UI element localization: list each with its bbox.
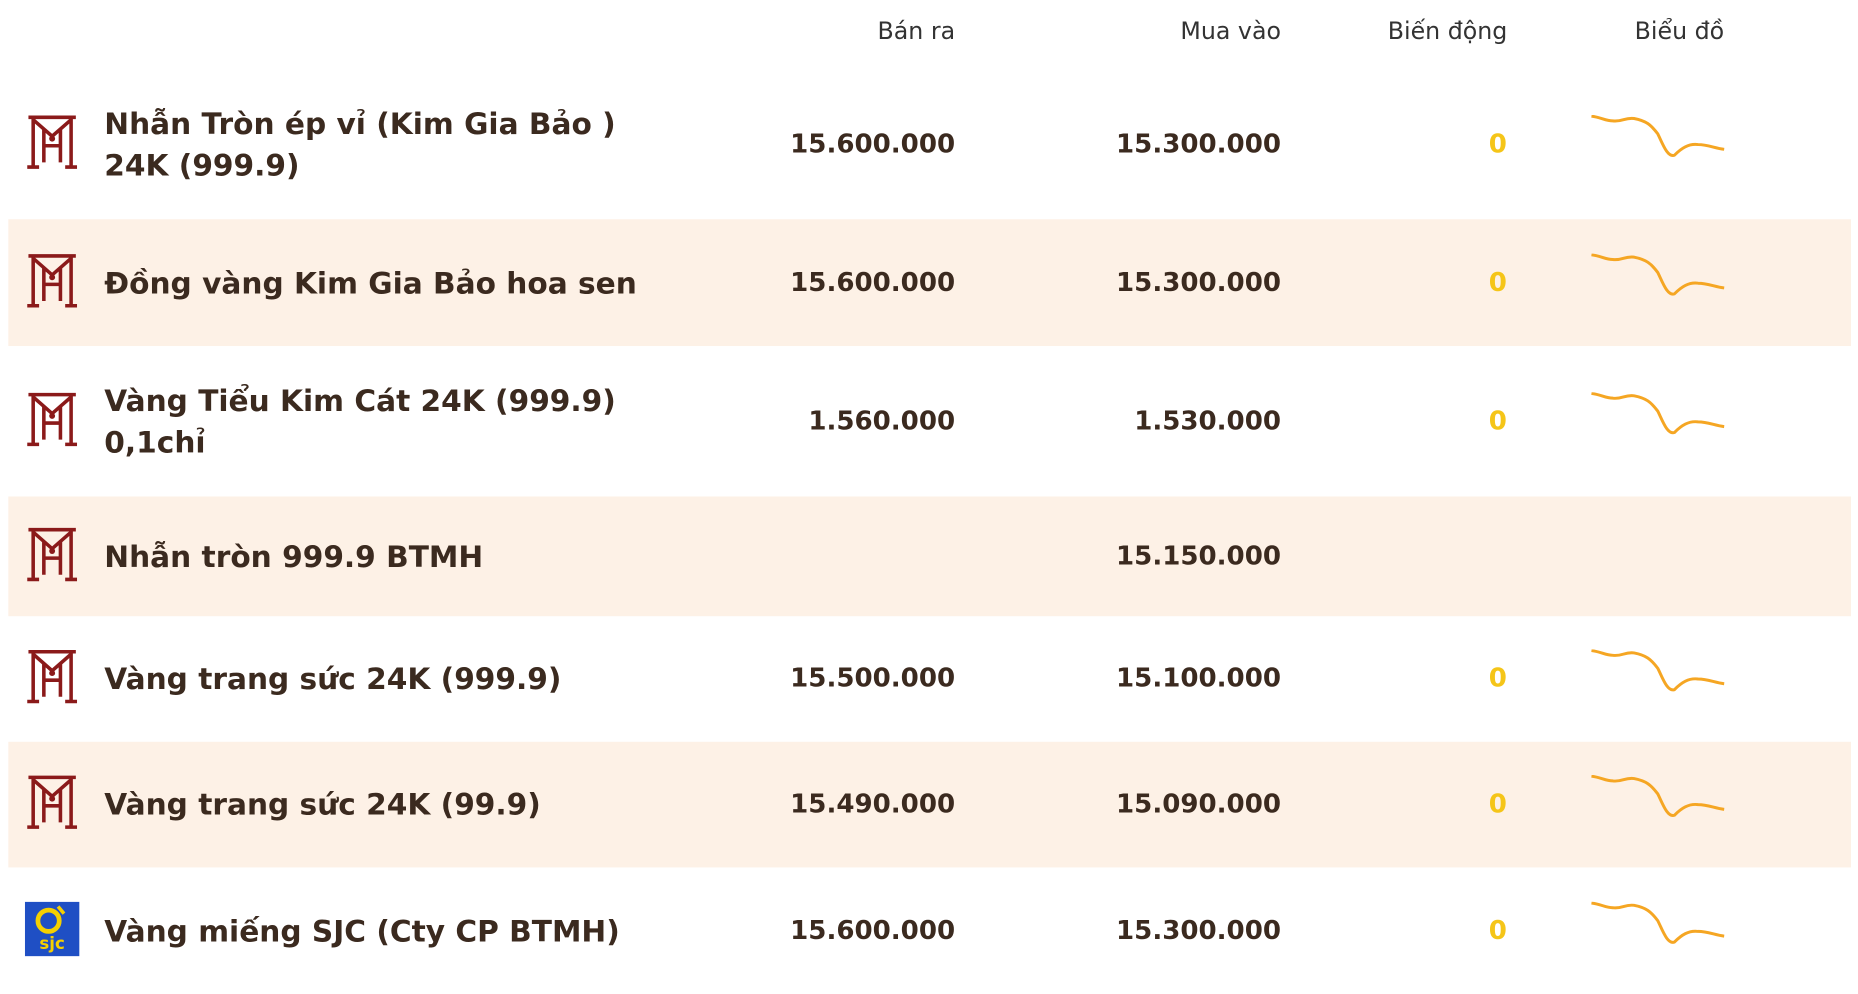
sell-price: 15.600.000 bbox=[790, 916, 956, 946]
sell-price: 15.490.000 bbox=[790, 789, 956, 820]
price-change: 0 bbox=[1488, 789, 1507, 820]
brand-logo bbox=[25, 392, 80, 451]
product-name: Vàng Tiểu Kim Cát 24K (999.9) 0,1chỉ bbox=[104, 383, 616, 460]
buy-price: 15.150.000 bbox=[1116, 541, 1281, 572]
header-sell: Bán ra bbox=[877, 16, 956, 46]
buy-price: 15.100.000 bbox=[1116, 664, 1281, 694]
price-change: 0 bbox=[1488, 129, 1507, 159]
buy-price: 1.530.000 bbox=[1134, 406, 1281, 437]
product-name: Vàng miếng SJC (Cty CP BTMH) bbox=[104, 913, 620, 948]
brand-logo bbox=[25, 253, 80, 312]
header-chart: Biểu đồ bbox=[1634, 16, 1725, 46]
price-change: 0 bbox=[1488, 267, 1507, 298]
logo-text: sjc bbox=[39, 934, 64, 953]
table-row: Vàng trang sức 24K (999.9) 15.500.000 15.1… bbox=[8, 616, 1851, 742]
product-name: Nhẫn tròn 999.9 BTMH bbox=[104, 539, 484, 574]
sell-price: 15.600.000 bbox=[790, 267, 956, 298]
price-change: 0 bbox=[1488, 664, 1507, 694]
product-name: Đồng vàng Kim Gia Bảo hoa sen bbox=[104, 265, 637, 300]
buy-price: 15.300.000 bbox=[1116, 129, 1281, 159]
brand-logo: sjc bbox=[24, 901, 80, 960]
sell-price: 1.560.000 bbox=[808, 406, 956, 437]
sparkline bbox=[1589, 900, 1736, 960]
brand-logo bbox=[25, 775, 80, 834]
table-row: Vàng Tiểu Kim Cát 24K (999.9) 0,1chỉ 1.56… bbox=[8, 346, 1851, 496]
brand-logo bbox=[25, 114, 80, 173]
brand-logo bbox=[25, 649, 80, 708]
buy-price: 15.300.000 bbox=[1116, 916, 1281, 946]
price-change: 0 bbox=[1488, 406, 1507, 437]
brand-logo bbox=[25, 527, 80, 586]
product-name: Vàng trang sức 24K (999.9) bbox=[104, 661, 562, 697]
table-row: Đồng vàng Kim Gia Bảo hoa sen 15.600.000 1… bbox=[8, 219, 1851, 347]
table-row: sjc Vàng miếng SJC (Cty CP BTMH) 15.600.00… bbox=[8, 867, 1851, 994]
buy-price: 15.090.000 bbox=[1116, 789, 1281, 820]
product-name: Vàng trang sức 24K (99.9) bbox=[104, 787, 541, 822]
sparkline bbox=[1589, 391, 1736, 451]
sell-price: 15.500.000 bbox=[790, 664, 956, 694]
header-buy: Mua vào bbox=[1180, 16, 1281, 46]
sparkline bbox=[1589, 649, 1736, 708]
table-row: Nhẫn Tròn ép vỉ (Kim Gia Bảo ) 24K (999.… bbox=[8, 69, 1851, 219]
sparkline bbox=[1589, 774, 1736, 834]
table-row: Nhẫn tròn 999.9 BTMH 15.150.000 bbox=[8, 496, 1851, 617]
product-name: Nhẫn Tròn ép vỉ (Kim Gia Bảo ) 24K (999.… bbox=[104, 106, 616, 182]
sparkline bbox=[1589, 252, 1736, 312]
price-change: 0 bbox=[1488, 916, 1507, 946]
sell-price: 15.600.000 bbox=[790, 129, 956, 159]
buy-price: 15.300.000 bbox=[1116, 267, 1281, 298]
table-row: Vàng trang sức 24K (99.9) 15.490.000 15.09… bbox=[8, 741, 1851, 868]
header-change: Biến động bbox=[1387, 16, 1508, 46]
sparkline bbox=[1589, 114, 1736, 173]
